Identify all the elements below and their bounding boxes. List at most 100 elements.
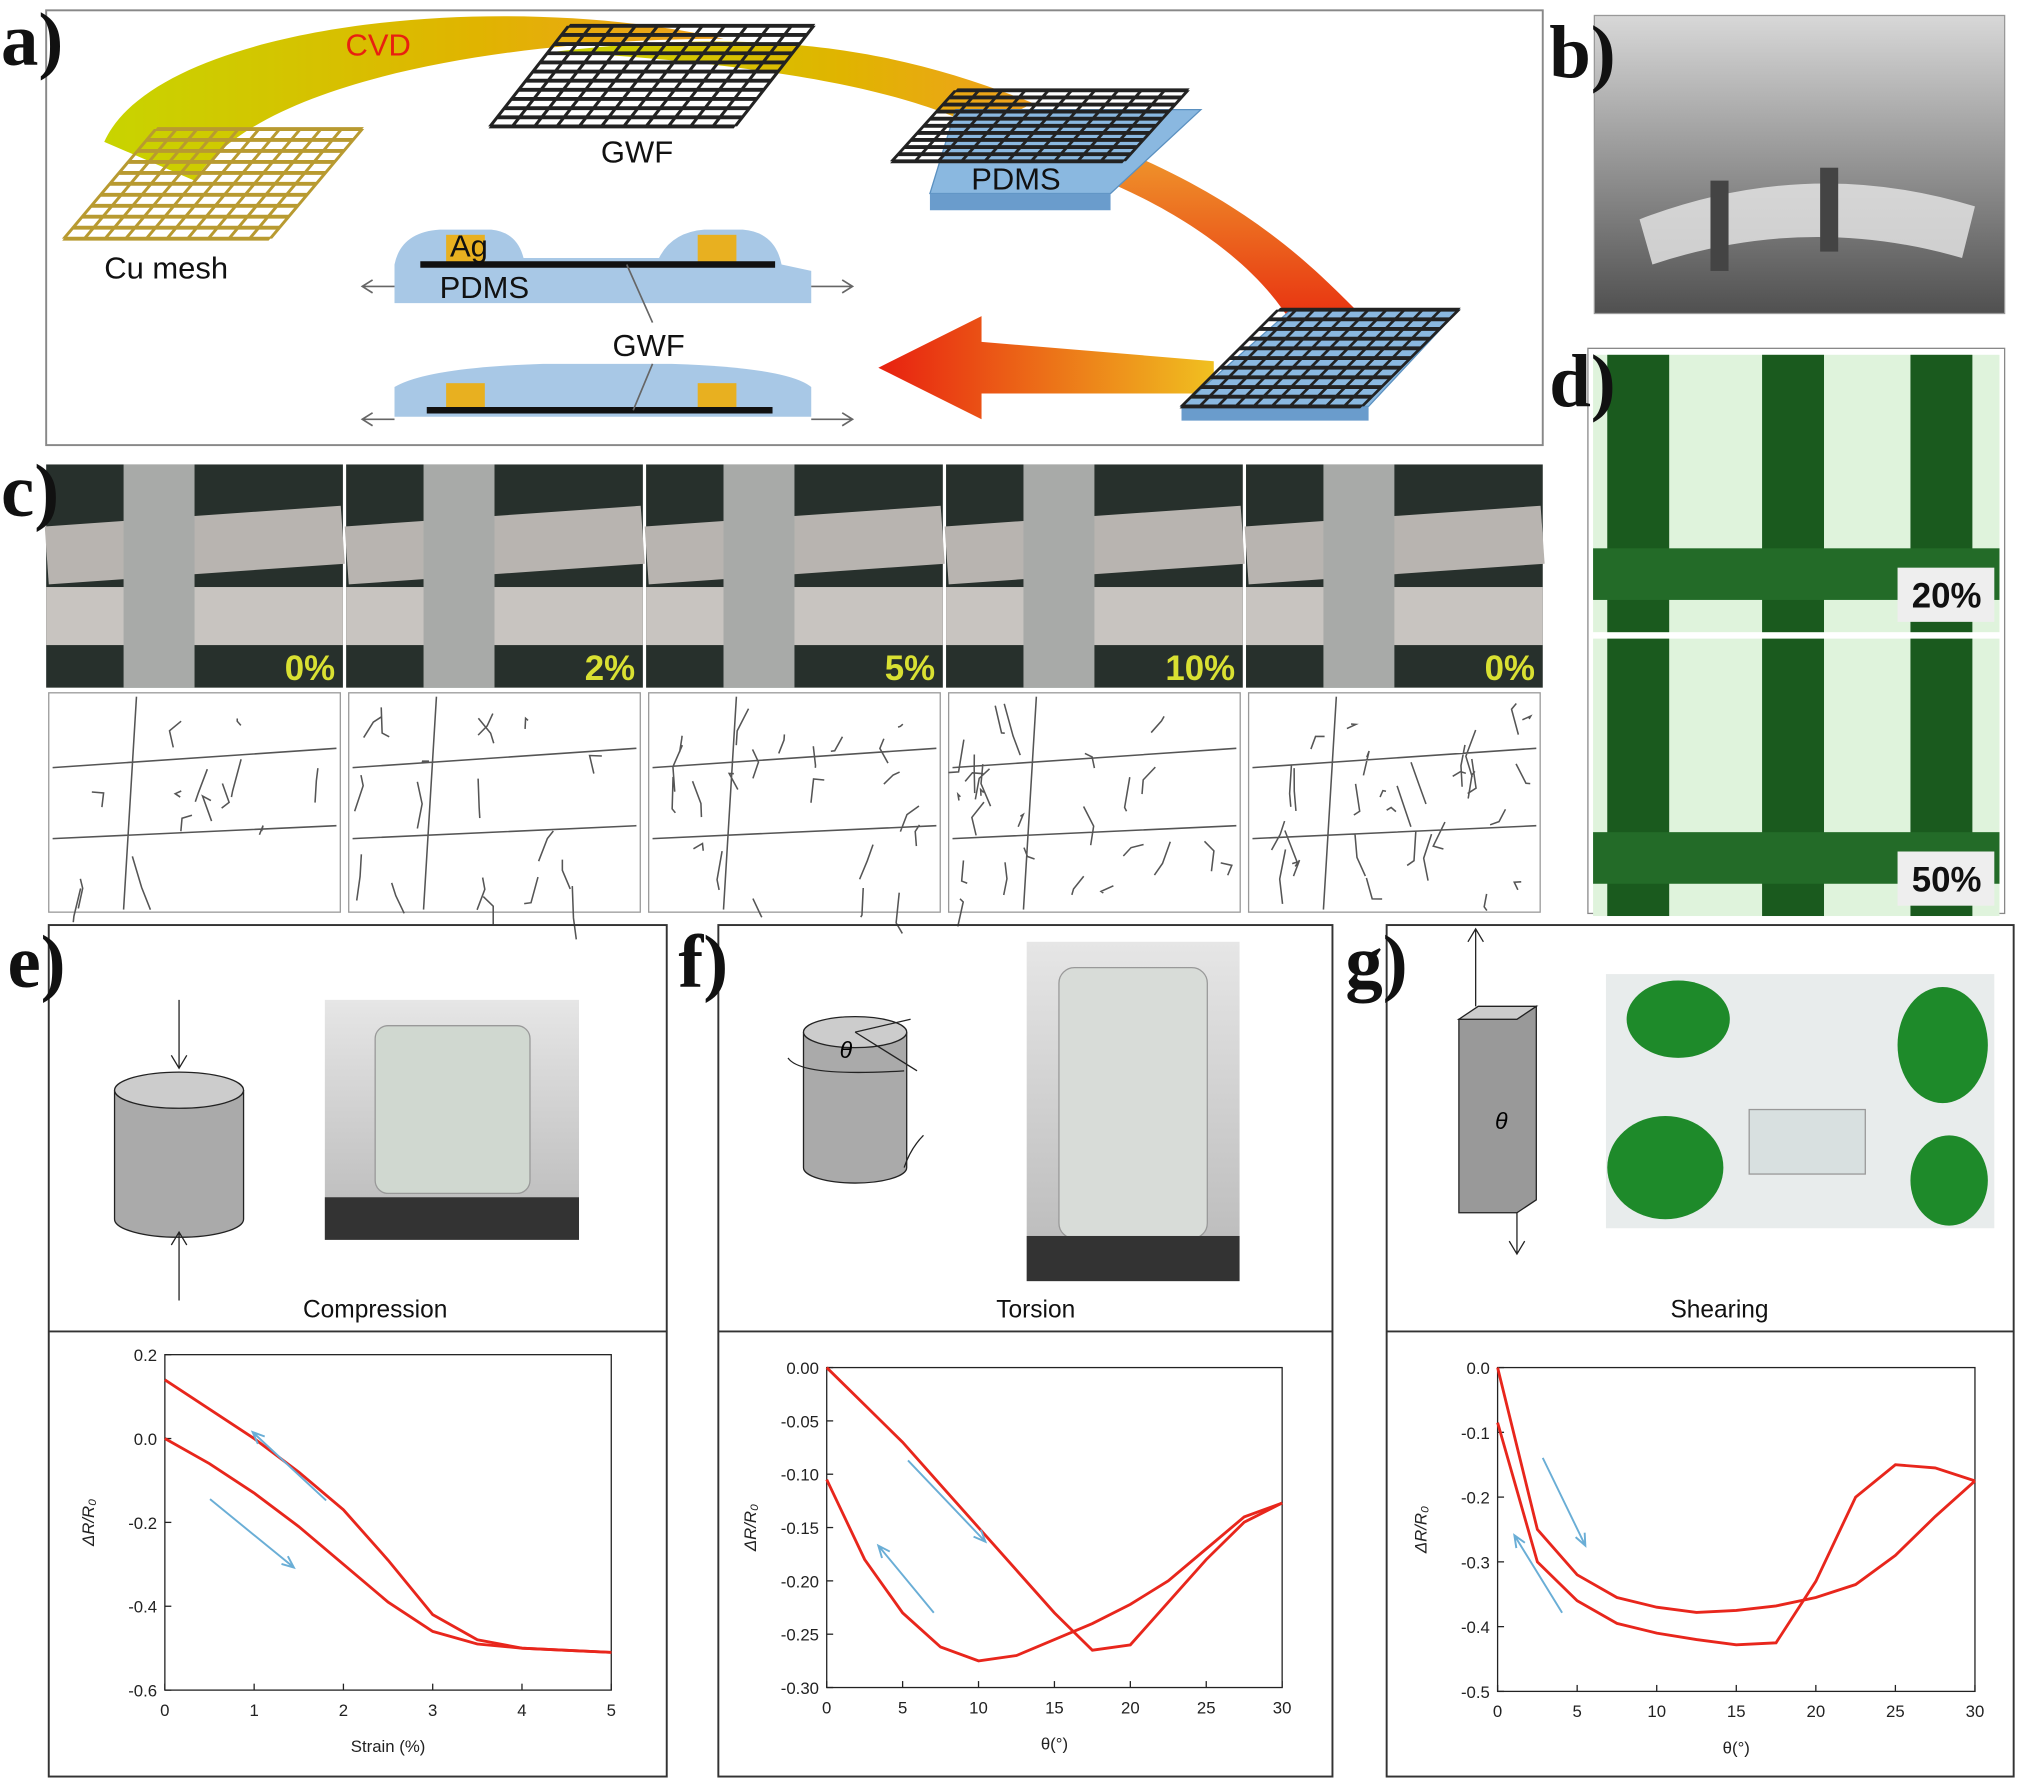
caption: Compression [303,1296,447,1323]
mesh-wire [206,129,303,239]
x-tick-label: 10 [1647,1702,1666,1721]
wire-band [1244,505,1545,585]
mesh-wire [1342,309,1443,407]
x-tick-label: 15 [1045,1698,1064,1717]
crack-sketch [652,696,937,934]
y-tick-label: -0.2 [128,1514,157,1533]
y-tick-label: -0.10 [781,1466,819,1485]
y-axis-label: ΔR/R₀ [1412,1506,1431,1554]
mesh-wire [227,129,323,239]
theta-label: θ [840,1037,853,1063]
mesh-wire [1306,309,1407,407]
mesh-wire [710,25,794,127]
y-tick-label: -0.30 [781,1679,819,1698]
caption: Shearing [1670,1296,1768,1323]
x-tick-label: 30 [1273,1698,1292,1717]
strain-label: 10% [1165,649,1235,688]
pdms-slab-side [929,193,1111,211]
y-tick-label: -0.4 [1461,1618,1490,1637]
sketch [648,692,941,913]
x-tick-label: 10 [969,1698,988,1717]
y-tick-label: -0.20 [781,1572,819,1591]
gel [374,1025,531,1195]
mesh-wire [268,129,365,239]
x-tick-label: 5 [898,1698,907,1717]
sketch [947,692,1241,913]
wire-band [423,464,495,688]
gel [1748,1108,1866,1175]
ag-pad [697,234,737,264]
strain-arrows [360,264,855,427]
x-tick-label: 0 [1493,1702,1502,1721]
mesh-wire [1098,90,1167,162]
crack-sketch [52,696,337,923]
direction-arrow [907,1459,988,1544]
panel-label: f) [678,921,728,1004]
wire-band [946,587,1243,646]
y-tick-label: -0.15 [781,1519,819,1538]
strain-label: 50% [1912,860,1982,899]
mesh-wire [185,129,282,239]
mesh [1179,307,1461,409]
gwf-section-label: GWF [613,328,685,363]
crack-sketch [948,696,1237,927]
y-tick-label: -0.05 [781,1412,819,1431]
x-axis-label: Strain (%) [351,1737,426,1756]
x-tick-label: 5 [1572,1702,1581,1721]
x-tick-label: 5 [607,1701,616,1720]
compression-schematic [113,999,245,1301]
panel-label: b) [1549,11,1616,94]
plot-frame [164,1354,612,1691]
y-tick-label: -0.3 [1461,1553,1490,1572]
glove [1626,980,1730,1058]
label-box [1897,567,1995,622]
series-line [825,1366,1283,1652]
ag-pad [697,383,737,409]
panel-f-frame [717,924,1334,1778]
panel-e-frame [47,924,668,1778]
strain-label: 5% [885,649,935,688]
y-tick-label: 0.0 [1467,1359,1490,1378]
strain-label: 0% [1485,649,1535,688]
series-line [1496,1422,1976,1647]
x-tick-label: 0 [160,1701,169,1720]
y-axis-label: ΔR/R₀ [79,1499,98,1547]
mesh-wire [1029,90,1098,162]
mesh-wire [1287,309,1389,407]
x-tick-label: 3 [428,1701,437,1720]
cvd-ribbon [104,16,724,181]
wire-band [344,505,645,585]
pdms-slab-side [1181,406,1369,421]
direction-arrow [1541,1457,1587,1548]
mesh [61,127,365,241]
wire-band [1323,464,1395,688]
caption: Torsion [996,1296,1075,1323]
wire-band [944,505,1245,585]
y-tick-label: -0.2 [1461,1489,1490,1508]
sketch [48,692,341,913]
y-tick-label: -0.6 [128,1682,157,1701]
mesh [889,88,1190,164]
y-tick-label: -0.4 [128,1598,157,1617]
mesh-wire [61,129,158,239]
gel [1058,966,1208,1240]
x-tick-label: 25 [1197,1698,1216,1717]
y-tick-label: -0.1 [1461,1424,1490,1443]
glove [1910,1135,1988,1226]
theta-label: θ [1495,1108,1508,1134]
x-tick-label: 30 [1966,1702,1985,1721]
photo-b [1593,14,2006,315]
strain-label: 0% [285,649,335,688]
cu-mesh-label: Cu mesh [104,251,228,286]
electrode [1710,180,1729,271]
pdms-label: PDMS [971,162,1060,197]
mesh-wire [247,129,344,239]
mesh [488,23,816,129]
sketch [348,692,641,913]
ag-label: Ag [450,229,488,264]
x-tick-label: 20 [1121,1698,1140,1717]
x-tick-label: 20 [1807,1702,1826,1721]
mesh-wire [733,25,816,127]
x-tick-label: 4 [517,1701,526,1720]
